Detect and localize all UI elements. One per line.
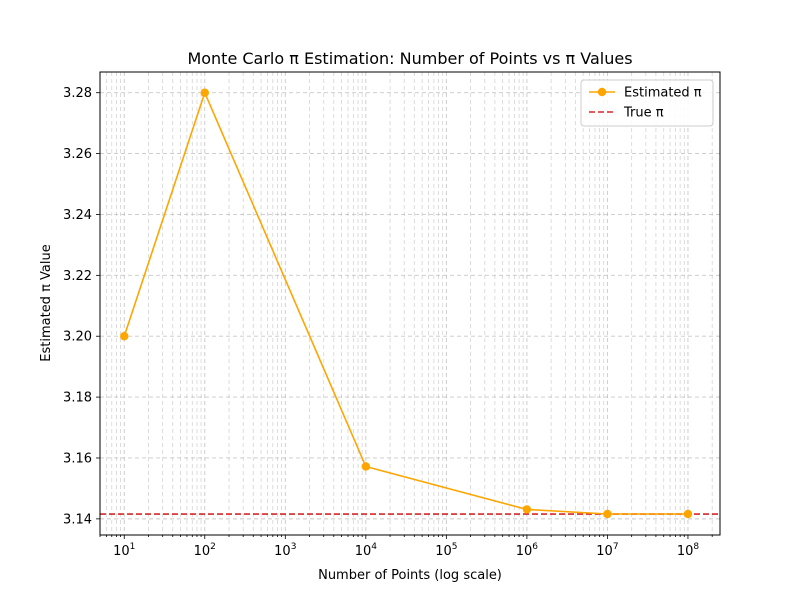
estimated-pi-line (123, 90, 688, 515)
x-tick-label: 107 (596, 542, 618, 559)
estimated-pi-point (522, 505, 532, 514)
estimated-pi-point (120, 332, 129, 341)
x-tick-label: 105 (435, 542, 457, 559)
y-tick-label: 3.28 (63, 86, 92, 101)
y-tick-label: 3.20 (63, 330, 92, 345)
plot-frame (99, 71, 721, 536)
y-tick-label: 3.16 (63, 451, 92, 466)
y-tick-label: 3.22 (63, 269, 92, 284)
grid-lines (99, 72, 720, 535)
estimated-pi-point (200, 88, 209, 97)
x-tick-label: 106 (516, 542, 539, 559)
x-axis-label: Number of Points (log scale) (318, 568, 502, 583)
estimated-pi-point (603, 509, 612, 519)
y-tick-label: 3.26 (63, 147, 92, 162)
y-tick-label: 3.14 (63, 512, 92, 527)
legend-estimated-marker (597, 87, 607, 97)
y-tick-label: 3.24 (63, 208, 92, 223)
x-tick-label: 108 (677, 542, 700, 559)
x-tick-label: 104 (355, 542, 378, 559)
legend: Estimated π True π (580, 79, 714, 127)
estimated-pi-point (361, 462, 371, 471)
x-tick-label: 103 (274, 542, 296, 559)
x-tick-label: 101 (113, 542, 135, 559)
y-tick-label: 3.18 (63, 391, 92, 406)
y-axis-ticks: 3.14 3.16 3.18 3.20 3.22 3.24 3.26 3.28 (63, 86, 100, 527)
x-tick-label: 102 (194, 542, 216, 559)
estimated-pi-point (683, 509, 693, 519)
chart-title: Monte Carlo π Estimation: Number of Poin… (187, 49, 632, 68)
x-axis-ticks: 101 102 103 104 105 106 107 108 (99, 535, 713, 559)
legend-estimated-label: Estimated π (624, 86, 702, 101)
series-layer (120, 88, 693, 519)
y-axis-label: Estimated π Value (39, 244, 54, 361)
legend-true-pi-label: True π (623, 106, 664, 121)
